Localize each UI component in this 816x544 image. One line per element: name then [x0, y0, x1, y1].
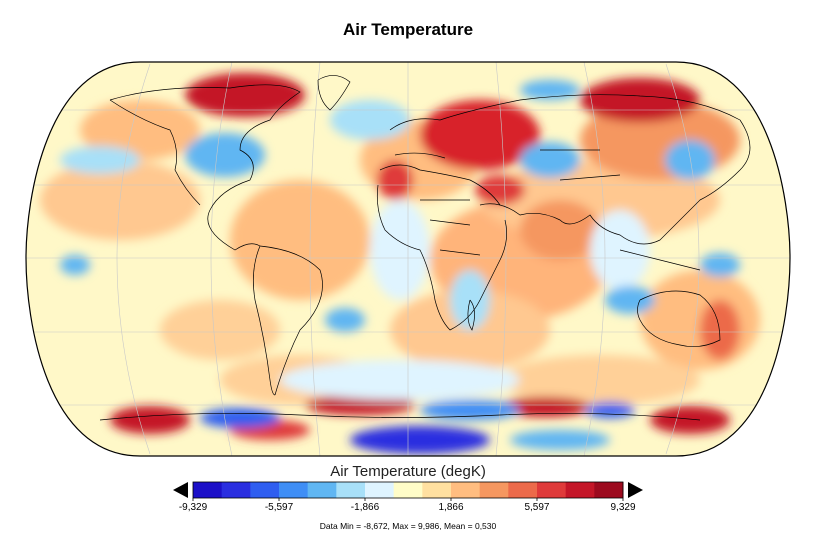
data-statistics: Data Min = -8,672, Max = 9,986, Mean = 0… [319, 521, 497, 531]
colorbar-swatch [279, 482, 309, 498]
colorbar-swatch [508, 482, 538, 498]
globe-outline [25, 61, 791, 457]
anomaly-region [230, 180, 370, 300]
anomaly-region [325, 308, 365, 332]
colorbar-swatch [422, 482, 452, 498]
anomaly-region [60, 146, 140, 174]
anomaly-region [665, 140, 715, 180]
anomaly-region [185, 133, 265, 177]
anomaly-region [377, 160, 413, 200]
colorbar-swatch [336, 482, 366, 498]
colorbar-tick-label: 5,597 [524, 502, 550, 513]
colorbar-swatch [221, 482, 251, 498]
anomaly-region [185, 73, 305, 117]
anomaly-region [200, 408, 280, 428]
colorbar-frame [192, 481, 624, 499]
anomaly-region [580, 78, 700, 122]
colorbar-swatch [193, 482, 223, 498]
graticule [26, 62, 790, 456]
anomaly-region [520, 200, 600, 260]
anomaly-region [110, 406, 190, 434]
colorbar-tick-label: 1,866 [438, 502, 464, 513]
anomaly-region [80, 100, 200, 160]
colorbar-tick-label: -9,329 [178, 502, 208, 513]
anomaly-region [700, 253, 740, 277]
map-title: Air Temperature [342, 20, 474, 39]
anomaly-region [475, 175, 525, 205]
anomaly-region [420, 100, 540, 170]
anomaly-region [60, 255, 90, 275]
anomaly-region [350, 426, 490, 454]
anomaly-region [160, 300, 280, 360]
anomaly-region [510, 430, 610, 450]
anomaly-region [500, 355, 700, 405]
anomaly-region [500, 397, 590, 417]
colorbar-swatch [565, 482, 595, 498]
anomaly-region [605, 286, 655, 314]
colorbar-swatch [393, 482, 423, 498]
anomaly-region [520, 142, 580, 178]
colorbar-swatch [365, 482, 395, 498]
anomaly-region [280, 360, 520, 400]
anomaly-region [700, 300, 740, 360]
colorbar-swatch [594, 482, 624, 498]
anomaly-region [520, 80, 580, 100]
colorbar-swatch [307, 482, 337, 498]
colorbar-swatch [250, 482, 280, 498]
colorbar-left-arrow [173, 482, 188, 498]
colorbar-right-arrow [628, 482, 643, 498]
colorbar-tick-label: 9,329 [610, 502, 636, 513]
colorbar-tick-label: -5,597 [264, 502, 294, 513]
colorbar-tick-label: -1,866 [350, 502, 380, 513]
colorbar-swatch [479, 482, 509, 498]
anomaly-region [650, 406, 730, 434]
colorbar-swatch [451, 482, 481, 498]
colorbar-swatch [537, 482, 567, 498]
anomaly-region [370, 200, 430, 300]
coastlines [99, 75, 751, 421]
colorbar-title: Air Temperature (degK) [330, 463, 486, 480]
